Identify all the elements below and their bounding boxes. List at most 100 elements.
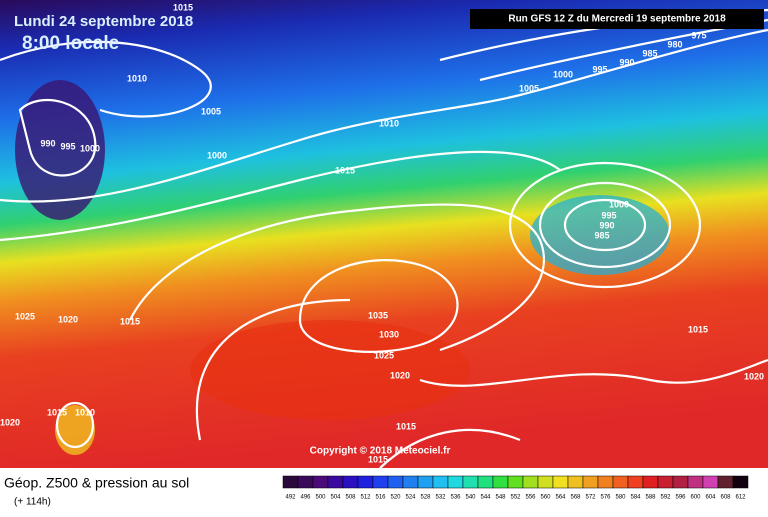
- scale-swatch: [567, 475, 584, 489]
- scale-label: 600: [690, 495, 701, 501]
- isobars: [0, 8, 768, 469]
- isobar-label: 995: [592, 64, 607, 74]
- scale-swatch: [417, 475, 434, 489]
- isobar-label: 1000: [207, 150, 227, 160]
- scale-label: 548: [495, 495, 506, 501]
- footer-lead: (+ 114h): [14, 497, 51, 508]
- isobar-label: 990: [619, 57, 634, 67]
- scale-swatch: [372, 475, 389, 489]
- scale-swatch: [342, 475, 359, 489]
- scale-swatch: [597, 475, 614, 489]
- scale-label: 532: [435, 495, 446, 501]
- scale-label: 592: [660, 495, 671, 501]
- scale-swatch: [612, 475, 629, 489]
- isobar-label: 1010: [127, 73, 147, 83]
- run-label: Run GFS 12 Z du Mercredi 19 septembre 20…: [508, 14, 726, 25]
- scale-label: 576: [600, 495, 611, 501]
- scale-label: 608: [720, 495, 731, 501]
- isobar-label: 1015: [47, 407, 67, 417]
- run-box: [470, 9, 764, 29]
- copyright: Copyright © 2018 Meteociel.fr: [310, 446, 451, 457]
- scale-label: 580: [615, 495, 626, 501]
- scale-label: 528: [420, 495, 431, 501]
- isobar-label: 1010: [75, 407, 95, 417]
- isobar-label: 1020: [0, 417, 20, 427]
- scale-swatch: [657, 475, 674, 489]
- scale-label: 512: [360, 495, 371, 501]
- scale-swatch: [552, 475, 569, 489]
- isobar-label: 1020: [744, 371, 764, 381]
- time-label: 8:00 locale: [22, 33, 119, 54]
- isobar-label: 985: [642, 48, 657, 58]
- scale-label: 584: [630, 495, 641, 501]
- scale-label: 604: [705, 495, 716, 501]
- isobar-label: 985: [594, 230, 609, 240]
- scale-label: 572: [585, 495, 596, 501]
- isobar-label: 1000: [80, 143, 100, 153]
- scale-label: 588: [645, 495, 656, 501]
- isobar-label: 990: [599, 220, 614, 230]
- scale-swatch: [582, 475, 599, 489]
- isobar-label: 1035: [368, 310, 388, 320]
- scale-swatch: [432, 475, 449, 489]
- isobar-labels: 1015 1010 990 995 1000 1005 1000 1010 1015 1005 10…: [0, 2, 764, 464]
- isobar-label: 1020: [390, 370, 410, 380]
- scale-swatch: [717, 475, 734, 489]
- isobar-label: 975: [691, 30, 706, 40]
- scale-swatch: [732, 475, 749, 489]
- isobar-label: 1000: [609, 199, 629, 209]
- isobar-label: 1030: [379, 329, 399, 339]
- low-area: [530, 195, 670, 275]
- scale-swatch: [447, 475, 464, 489]
- isobar-label: 1010: [379, 118, 399, 128]
- scale-label: 492: [285, 495, 296, 501]
- scale-label: 596: [675, 495, 686, 501]
- scale-swatch: [462, 475, 479, 489]
- isobar-label: 990: [40, 138, 55, 148]
- isobar-label: 1005: [201, 106, 221, 116]
- footer-bar: [0, 468, 768, 512]
- scale-swatch: [507, 475, 524, 489]
- isobar-label: 1015: [335, 165, 355, 175]
- scale-label: 508: [345, 495, 356, 501]
- scale-swatch: [402, 475, 419, 489]
- isobar-label: 1015: [173, 2, 193, 12]
- scale-swatch: [642, 475, 659, 489]
- scale-swatch: [357, 475, 374, 489]
- isobar-label: 1015: [368, 454, 388, 464]
- isobar-label: 1025: [15, 311, 35, 321]
- scale-swatch: [327, 475, 344, 489]
- scale-swatch: [522, 475, 539, 489]
- scale-label: 540: [465, 495, 476, 501]
- scale-swatch: [297, 475, 314, 489]
- scale-label: 552: [510, 495, 521, 501]
- scale-label: 536: [450, 495, 461, 501]
- scale-swatch: [312, 475, 329, 489]
- scale-swatch: [702, 475, 719, 489]
- scale-swatch: [387, 475, 404, 489]
- isobar-label: 980: [667, 39, 682, 49]
- high-area: [190, 320, 470, 420]
- scale-label: 568: [570, 495, 581, 501]
- scale-label: 500: [315, 495, 326, 501]
- scale-swatch: [672, 475, 689, 489]
- scale-swatch: [627, 475, 644, 489]
- isobar-label: 1020: [58, 314, 78, 324]
- scale-label: 504: [330, 495, 341, 501]
- color-scale: 492 496 500 504 508 512 516 520 524 528 532 536 540 5…: [282, 475, 749, 501]
- date-label: Lundi 24 septembre 2018: [14, 13, 193, 30]
- isobar-label: 1015: [120, 316, 140, 326]
- isobar-label: 995: [60, 141, 75, 151]
- scale-label: 556: [525, 495, 536, 501]
- scale-label: 544: [480, 495, 491, 501]
- scale-label: 560: [540, 495, 551, 501]
- scale-label: 612: [735, 495, 746, 501]
- scale-swatch: [282, 475, 299, 489]
- scale-swatch: [492, 475, 509, 489]
- isobar-label: 1000: [553, 69, 573, 79]
- isobar-label: 1005: [519, 83, 539, 93]
- scale-label: 496: [300, 495, 311, 501]
- footer-title: Géop. Z500 & pression au sol: [4, 475, 189, 491]
- isobar-label: 1015: [396, 421, 416, 431]
